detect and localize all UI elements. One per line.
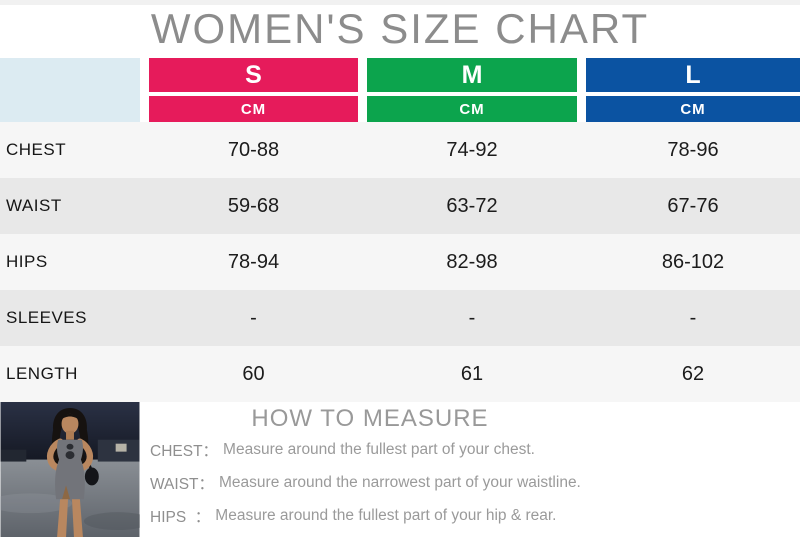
measure-line-waist: WAIST： Measure around the narrowest part … xyxy=(150,466,800,499)
row-label: SLEEVES xyxy=(6,308,87,327)
cell-length-s: 60 xyxy=(242,362,265,385)
row-label: LENGTH xyxy=(6,364,78,383)
measure-label: HIPS ： xyxy=(150,508,211,526)
size-table-header: S CM M CM L CM xyxy=(0,58,800,122)
cell-chest-m: 74-92 xyxy=(446,138,498,161)
row-label: HIPS xyxy=(6,252,48,271)
table-row-waist: WAIST 59-68 63-72 67-76 xyxy=(0,178,800,234)
size-table-body: CHEST 70-88 74-92 78-96 WAIST 59-68 63-7… xyxy=(0,122,800,402)
unit-header-m: CM xyxy=(367,96,577,122)
how-to-measure-title: HOW TO MEASURE xyxy=(251,405,489,432)
how-to-measure-section: HOW TO MEASURE CHEST： Measure around the … xyxy=(0,402,800,538)
unit-header-l: CM xyxy=(586,96,800,122)
model-photo xyxy=(0,402,152,537)
cell-length-m: 61 xyxy=(460,362,484,385)
row-label: WAIST xyxy=(6,196,62,215)
title-bar: WOMEN'S SIZE CHART xyxy=(0,0,800,58)
measure-label: CHEST： xyxy=(150,442,219,460)
size-header-l: L xyxy=(586,58,800,92)
model-photo-graphic xyxy=(0,402,152,537)
cell-hips-s: 78-94 xyxy=(227,250,280,273)
cell-chest-s: 70-88 xyxy=(227,138,280,161)
cell-hips-l: 86-102 xyxy=(661,250,725,273)
table-row-chest: CHEST 70-88 74-92 78-96 xyxy=(0,122,800,178)
cell-sleeves-s: - xyxy=(250,306,257,329)
measure-text: Measure around the fullest part of your … xyxy=(223,440,535,458)
size-column-l: L CM xyxy=(586,58,800,122)
cell-waist-l: 67-76 xyxy=(667,194,719,217)
size-header-s: S xyxy=(149,58,358,92)
cell-chest-l: 78-96 xyxy=(667,138,719,161)
cell-sleeves-m: - xyxy=(468,306,476,329)
measure-text: Measure around the narrowest part of you… xyxy=(219,473,581,491)
size-column-s: S CM xyxy=(149,58,358,122)
cell-waist-m: 63-72 xyxy=(446,194,498,217)
table-row-length: LENGTH 60 61 62 xyxy=(0,346,800,402)
measure-line-chest: CHEST： Measure around the fullest part of… xyxy=(150,433,800,466)
table-row-sleeves: SLEEVES - - - xyxy=(0,290,800,346)
measure-label: WAIST： xyxy=(150,475,215,493)
top-edge-strip xyxy=(0,0,800,5)
unit-header-s: CM xyxy=(149,96,358,122)
page-title: WOMEN'S SIZE CHART xyxy=(150,5,650,52)
cell-hips-m: 82-98 xyxy=(446,250,498,273)
measure-line-hips: HIPS ： Measure around the fullest part of… xyxy=(150,499,800,532)
size-header-m: M xyxy=(367,58,577,92)
measure-text: Measure around the fullest part of your … xyxy=(215,506,557,524)
table-row-hips: HIPS 78-94 82-98 86-102 xyxy=(0,234,800,290)
cell-sleeves-l: - xyxy=(689,306,697,329)
size-column-m: M CM xyxy=(367,58,577,122)
row-label: CHEST xyxy=(6,140,67,159)
cell-waist-s: 59-68 xyxy=(227,194,280,217)
measure-instructions: HOW TO MEASURE CHEST： Measure around the … xyxy=(140,402,800,538)
header-corner-cell xyxy=(0,58,140,122)
cell-length-l: 62 xyxy=(681,362,705,385)
